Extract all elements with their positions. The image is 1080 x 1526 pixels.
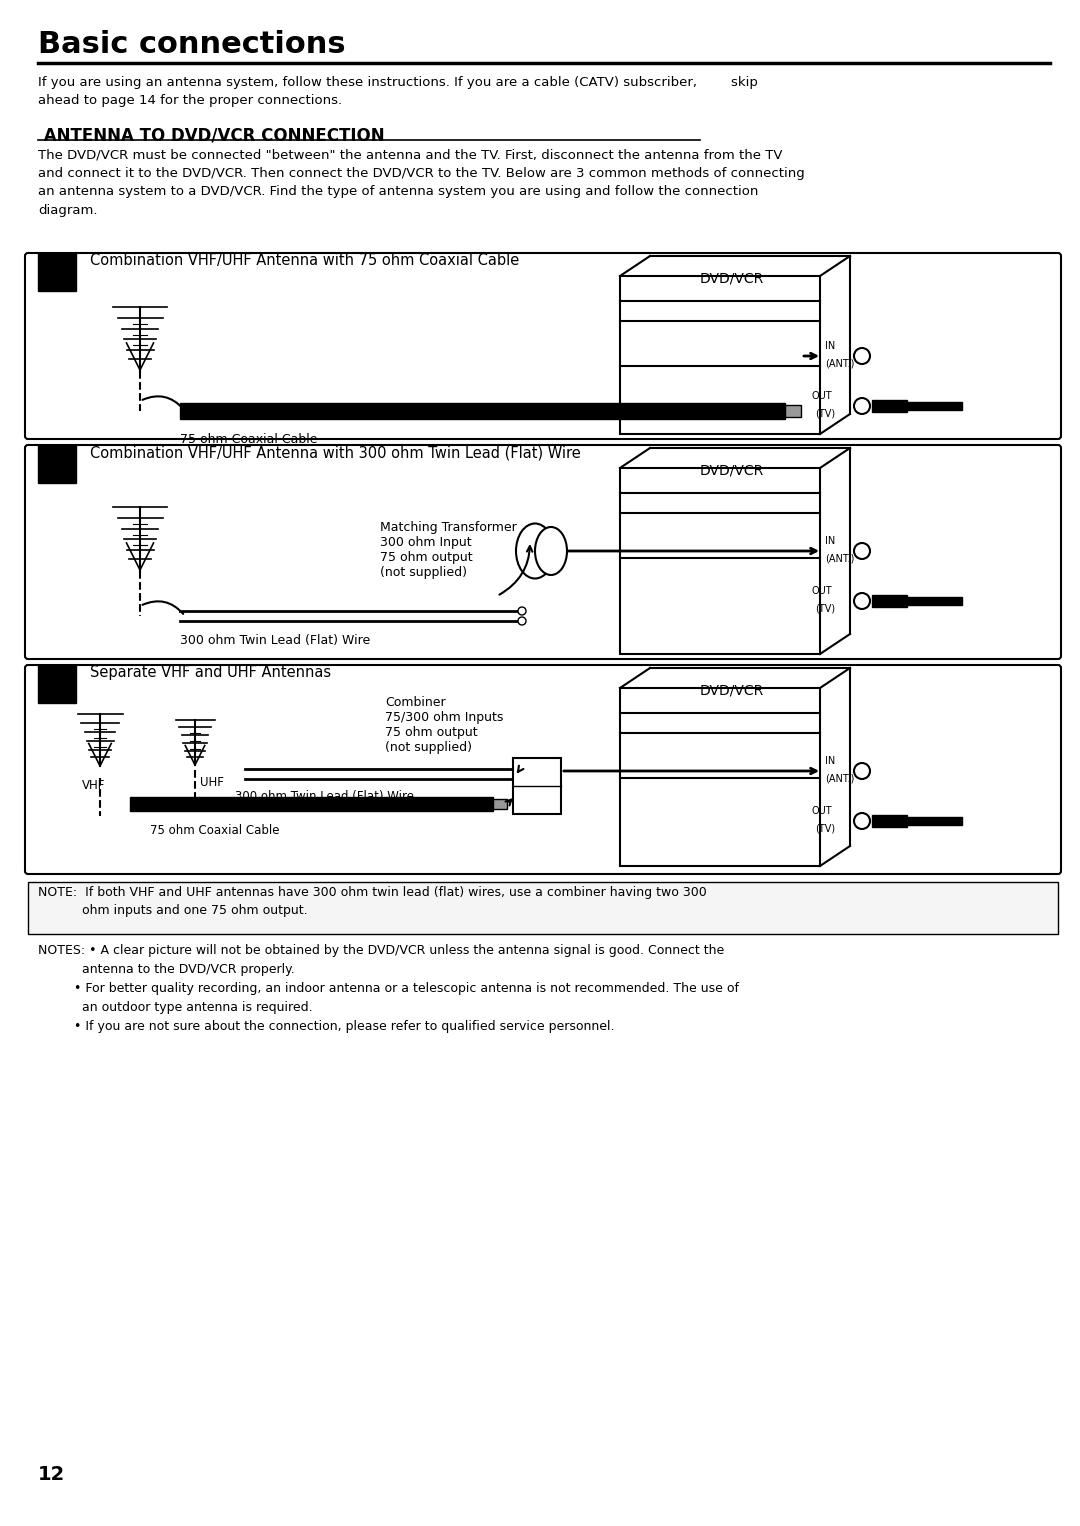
FancyBboxPatch shape: [25, 665, 1061, 874]
Text: Basic connections: Basic connections: [38, 31, 346, 60]
Text: IN: IN: [825, 340, 835, 351]
Text: (not supplied): (not supplied): [384, 742, 472, 754]
Text: (ANT.): (ANT.): [825, 359, 854, 368]
Bar: [620, 276, 820, 433]
Circle shape: [518, 617, 526, 626]
Bar: [907, 816, 962, 826]
Bar: [872, 400, 907, 412]
Text: 12: 12: [38, 1465, 65, 1483]
Text: (TV): (TV): [815, 603, 835, 613]
Circle shape: [518, 607, 526, 615]
Text: IN: IN: [825, 755, 835, 766]
Text: (ANT.): (ANT.): [825, 552, 854, 563]
Text: DVD/VCR: DVD/VCR: [700, 684, 765, 697]
Text: 75 ohm output: 75 ohm output: [380, 551, 473, 565]
Bar: [620, 468, 820, 655]
Bar: [872, 595, 907, 607]
Text: Matching Transformer: Matching Transformer: [380, 520, 516, 534]
Text: 300 ohm Twin Lead (Flat) Wire: 300 ohm Twin Lead (Flat) Wire: [235, 790, 414, 803]
Bar: [872, 815, 907, 827]
Text: 300 ohm Twin Lead (Flat) Wire: 300 ohm Twin Lead (Flat) Wire: [180, 633, 370, 647]
Bar: [907, 597, 962, 604]
Bar: [38, 253, 76, 291]
Text: 75 ohm Coaxial Cable: 75 ohm Coaxial Cable: [150, 824, 280, 836]
Text: 75 ohm output: 75 ohm output: [384, 726, 477, 739]
Bar: [130, 797, 492, 810]
Bar: [492, 800, 507, 809]
Bar: [513, 758, 561, 813]
Ellipse shape: [516, 523, 554, 578]
Text: 75/300 ohm Inputs: 75/300 ohm Inputs: [384, 711, 503, 723]
Text: VHF: VHF: [82, 778, 106, 792]
Text: NOTE:  If both VHF and UHF antennas have 300 ohm twin lead (flat) wires, use a c: NOTE: If both VHF and UHF antennas have …: [38, 887, 706, 917]
Bar: [38, 665, 76, 703]
Text: (not supplied): (not supplied): [380, 566, 467, 578]
Text: Combination VHF/UHF Antenna with 300 ohm Twin Lead (Flat) Wire: Combination VHF/UHF Antenna with 300 ohm…: [90, 446, 581, 459]
Text: The DVD/VCR must be connected "between" the antenna and the TV. First, disconnec: The DVD/VCR must be connected "between" …: [38, 148, 805, 217]
Text: Separate VHF and UHF Antennas: Separate VHF and UHF Antennas: [90, 665, 332, 681]
Bar: [785, 404, 801, 417]
Bar: [907, 401, 962, 410]
Text: (TV): (TV): [815, 407, 835, 418]
Text: OUT: OUT: [812, 586, 833, 597]
Text: ANTENNA TO DVD/VCR CONNECTION: ANTENNA TO DVD/VCR CONNECTION: [38, 127, 384, 143]
Text: Combination VHF/UHF Antenna with 75 ohm Coaxial Cable: Combination VHF/UHF Antenna with 75 ohm …: [90, 253, 519, 269]
FancyBboxPatch shape: [25, 446, 1061, 659]
Text: DVD/VCR: DVD/VCR: [700, 272, 765, 285]
Text: If you are using an antenna system, follow these instructions. If you are a cabl: If you are using an antenna system, foll…: [38, 76, 758, 107]
Bar: [28, 882, 1058, 934]
Text: 300 ohm Input: 300 ohm Input: [380, 536, 472, 549]
FancyBboxPatch shape: [25, 253, 1061, 439]
Text: NOTES: • A clear picture will not be obtained by the DVD/VCR unless the antenna : NOTES: • A clear picture will not be obt…: [38, 945, 739, 1033]
Text: IN: IN: [825, 536, 835, 546]
Ellipse shape: [535, 526, 567, 575]
Text: Combiner: Combiner: [384, 696, 446, 710]
Text: 75 ohm Coaxial Cable: 75 ohm Coaxial Cable: [180, 433, 318, 446]
Text: (ANT.): (ANT.): [825, 774, 854, 783]
Text: UHF: UHF: [200, 777, 224, 789]
Bar: [180, 403, 785, 420]
Text: DVD/VCR: DVD/VCR: [700, 462, 765, 478]
Bar: [620, 688, 820, 865]
Text: OUT: OUT: [812, 806, 833, 816]
Text: OUT: OUT: [812, 391, 833, 401]
Bar: [38, 446, 76, 484]
Text: (TV): (TV): [815, 823, 835, 833]
